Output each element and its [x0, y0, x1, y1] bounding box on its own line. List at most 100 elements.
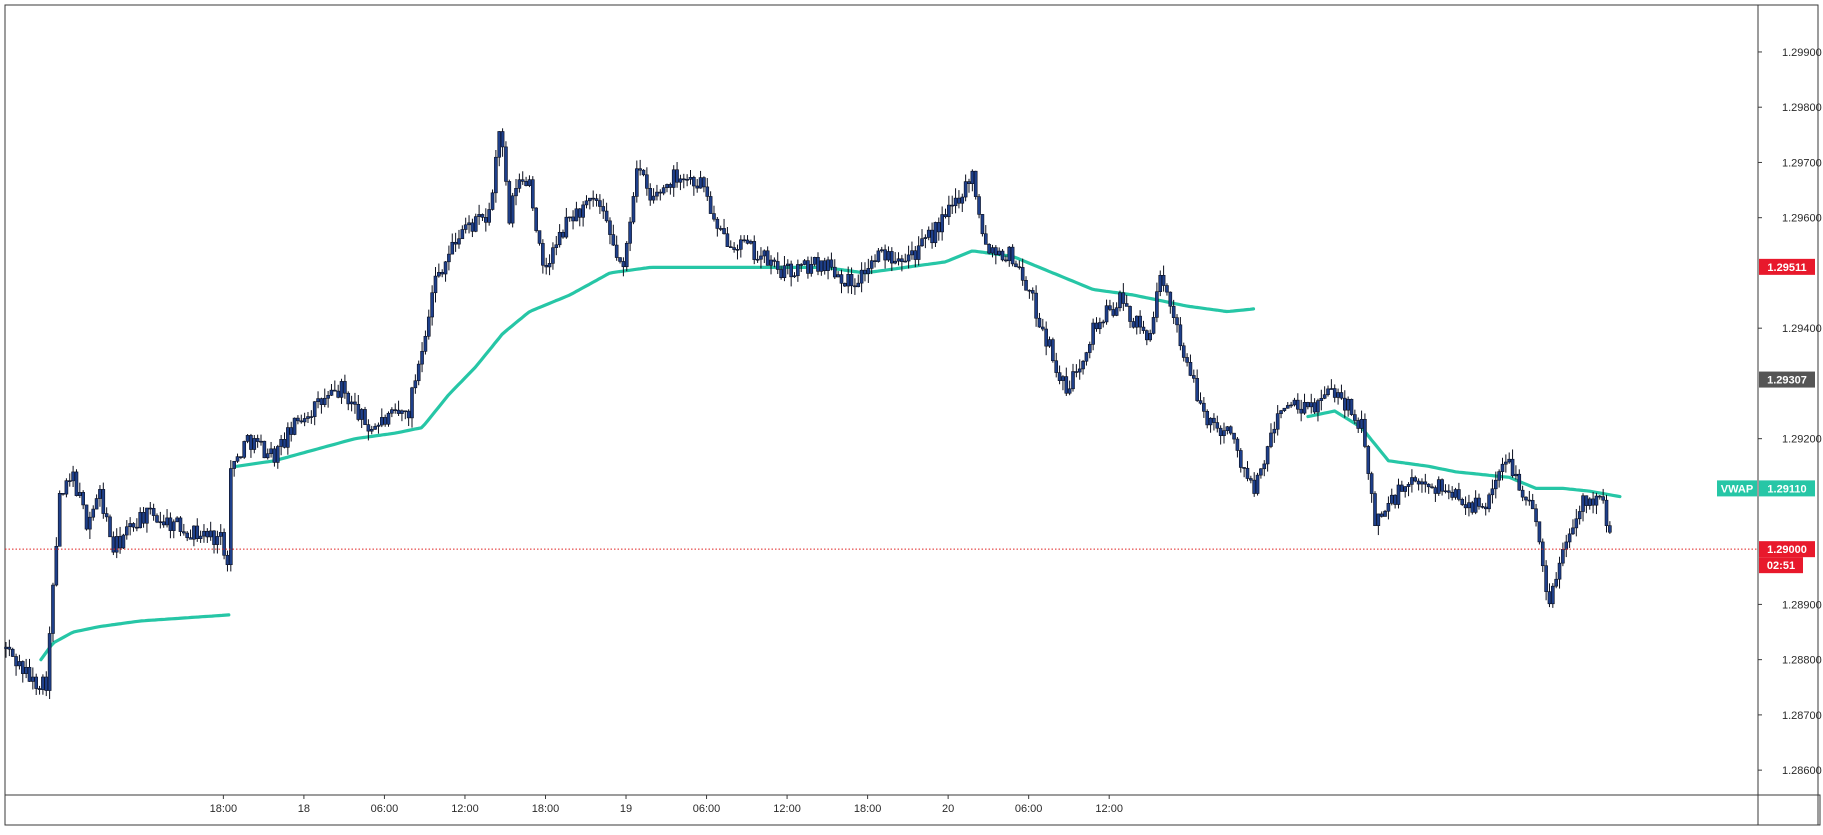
candle[interactable]: [494, 156, 498, 194]
candle[interactable]: [1581, 495, 1585, 512]
candle[interactable]: [879, 249, 884, 252]
candle[interactable]: [359, 409, 364, 420]
candle[interactable]: [473, 216, 478, 232]
candle[interactable]: [426, 316, 431, 337]
candle[interactable]: [856, 282, 861, 288]
candle[interactable]: [47, 633, 52, 691]
candle[interactable]: [769, 259, 773, 266]
candle[interactable]: [111, 536, 116, 553]
candle[interactable]: [1326, 388, 1330, 396]
candle[interactable]: [869, 260, 874, 269]
candle[interactable]: [661, 187, 666, 194]
candle[interactable]: [215, 536, 220, 545]
candle[interactable]: [121, 534, 126, 549]
candle[interactable]: [517, 179, 522, 189]
candle[interactable]: [470, 222, 475, 232]
candle[interactable]: [1181, 345, 1186, 358]
candle[interactable]: [1416, 480, 1421, 485]
candle[interactable]: [759, 255, 763, 260]
candle[interactable]: [903, 260, 908, 263]
candle[interactable]: [78, 492, 82, 496]
candle[interactable]: [557, 231, 562, 246]
candle[interactable]: [1557, 562, 1562, 580]
candle[interactable]: [1366, 446, 1371, 474]
candle[interactable]: [1296, 399, 1300, 410]
candle[interactable]: [893, 260, 897, 264]
candle[interactable]: [1433, 487, 1438, 494]
candle[interactable]: [356, 404, 361, 420]
candle[interactable]: [1212, 417, 1216, 423]
candle[interactable]: [74, 471, 79, 496]
candle[interactable]: [836, 274, 840, 278]
candle[interactable]: [913, 250, 918, 260]
candle[interactable]: [1104, 305, 1109, 323]
candle[interactable]: [843, 282, 847, 287]
candle[interactable]: [957, 197, 961, 204]
candle[interactable]: [363, 409, 367, 425]
candle[interactable]: [1379, 513, 1384, 517]
candle[interactable]: [1540, 541, 1545, 567]
candle[interactable]: [309, 416, 314, 418]
candle[interactable]: [259, 440, 263, 443]
candle[interactable]: [658, 191, 663, 194]
candle[interactable]: [554, 244, 559, 248]
candle[interactable]: [873, 260, 877, 262]
candle[interactable]: [638, 168, 642, 171]
candle[interactable]: [1091, 322, 1095, 345]
candle[interactable]: [1249, 478, 1253, 481]
candle[interactable]: [480, 214, 485, 218]
candle[interactable]: [802, 260, 807, 265]
candle[interactable]: [886, 251, 891, 261]
candle[interactable]: [54, 545, 59, 586]
candle[interactable]: [997, 250, 1001, 255]
candle[interactable]: [64, 480, 69, 495]
candle[interactable]: [970, 170, 975, 184]
candle[interactable]: [963, 181, 968, 198]
candle[interactable]: [423, 335, 428, 352]
candle[interactable]: [1329, 388, 1334, 390]
candle[interactable]: [1017, 266, 1022, 269]
candle[interactable]: [460, 229, 465, 240]
candle[interactable]: [212, 530, 216, 545]
candle[interactable]: [1044, 328, 1048, 347]
candle[interactable]: [343, 381, 347, 394]
candle[interactable]: [1265, 446, 1270, 465]
candle[interactable]: [1262, 463, 1267, 470]
candle[interactable]: [1413, 477, 1418, 482]
candle[interactable]: [27, 666, 32, 682]
candle[interactable]: [410, 387, 414, 419]
candle[interactable]: [651, 195, 656, 201]
candle[interactable]: [772, 259, 777, 262]
candle[interactable]: [1155, 291, 1159, 318]
candle[interactable]: [598, 200, 602, 207]
candle[interactable]: [232, 460, 236, 469]
candle[interactable]: [953, 197, 958, 207]
candle[interactable]: [1400, 484, 1404, 492]
candle[interactable]: [708, 196, 713, 214]
candle[interactable]: [1185, 357, 1189, 363]
candle[interactable]: [165, 517, 169, 526]
candle[interactable]: [353, 401, 357, 405]
candle[interactable]: [286, 427, 290, 448]
candle[interactable]: [510, 195, 515, 224]
candle[interactable]: [681, 178, 686, 181]
candle[interactable]: [896, 258, 901, 262]
candle[interactable]: [527, 179, 532, 186]
candle[interactable]: [1128, 306, 1132, 322]
candle[interactable]: [1430, 486, 1434, 489]
candle[interactable]: [775, 261, 780, 270]
candle[interactable]: [477, 214, 481, 217]
candle[interactable]: [1436, 479, 1441, 494]
candle[interactable]: [983, 233, 988, 245]
candle[interactable]: [138, 512, 143, 529]
candle[interactable]: [1111, 309, 1116, 316]
candle[interactable]: [1510, 458, 1515, 477]
candle[interactable]: [383, 417, 387, 425]
candle[interactable]: [88, 516, 92, 530]
candle[interactable]: [14, 656, 18, 667]
candle[interactable]: [299, 420, 304, 423]
candle[interactable]: [131, 523, 136, 528]
candle[interactable]: [1272, 428, 1277, 434]
candle[interactable]: [1561, 549, 1565, 564]
candle[interactable]: [1299, 408, 1303, 414]
